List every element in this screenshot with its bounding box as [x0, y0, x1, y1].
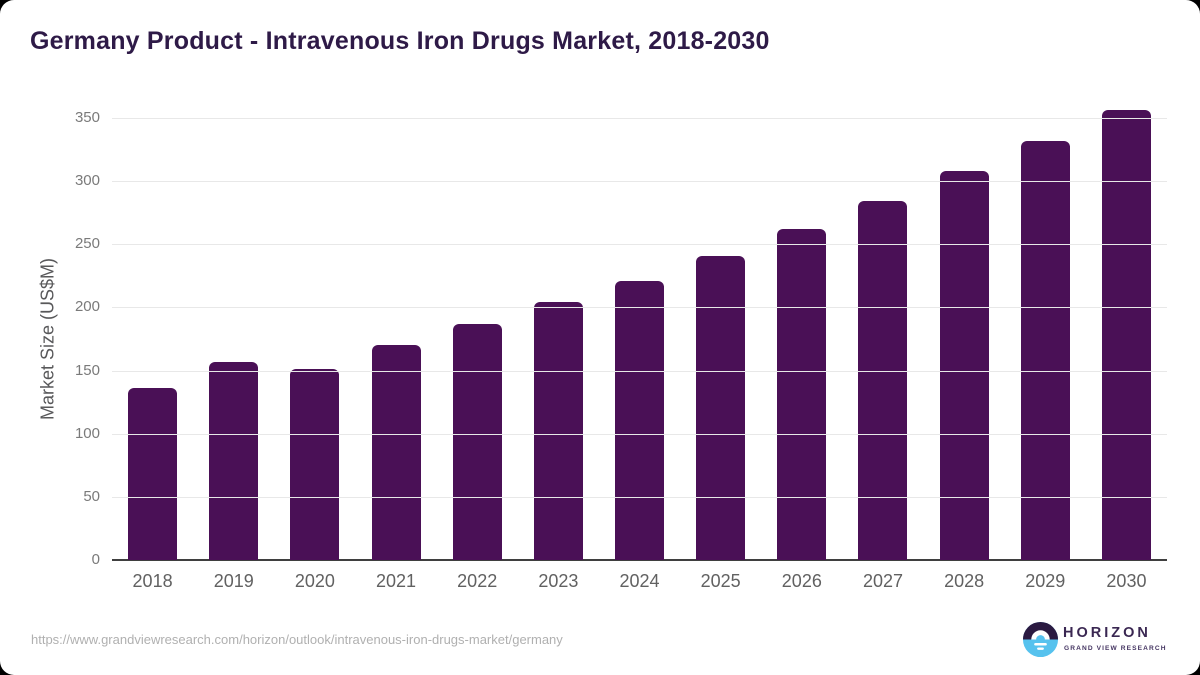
gridline-250: [112, 244, 1167, 246]
bar-2026: [777, 229, 827, 560]
gridline-350: [112, 118, 1167, 119]
bar-2029: [1020, 140, 1070, 560]
gridline-100: [112, 433, 1167, 435]
plot-area: [112, 110, 1167, 561]
bar-series: [112, 110, 1167, 560]
bar-slot-2024: [599, 118, 680, 560]
bar-slot-2029: [1005, 118, 1086, 560]
bar-slot-2020: [274, 118, 355, 560]
bar-2021: [371, 345, 421, 560]
bar-slot-2023: [518, 118, 599, 560]
horizon-logo-icon: [1022, 621, 1059, 658]
x-tick-label-2022: 2022: [457, 571, 498, 591]
x-axis-labels: 2018 2019 2020 2021 2022 2023 2024 2025 2026 2027…: [112, 571, 1167, 592]
y-tick-label-300: 300: [74, 172, 100, 190]
x-axis-line: [112, 559, 1167, 561]
bar-2018: [128, 388, 178, 560]
bar-slot-2022: [437, 118, 518, 560]
x-tick-label-2030: 2030: [1106, 571, 1147, 591]
y-tick-label-200: 200: [74, 298, 100, 316]
bar-2025: [696, 255, 746, 560]
x-tick-label-2023: 2023: [538, 571, 579, 591]
gridline-50: [112, 496, 1167, 498]
y-tick-label-250: 250: [74, 235, 100, 253]
bar-2020: [290, 369, 340, 560]
x-tick-label-2020: 2020: [294, 571, 335, 591]
x-tick-label-2018: 2018: [132, 571, 173, 591]
bar-2030: [1101, 110, 1151, 560]
bar-slot-2028: [924, 118, 1005, 560]
x-tick-label-2028: 2028: [944, 571, 985, 591]
y-tick-label-350: 350: [74, 109, 100, 126]
logo-title: HORIZON: [1063, 625, 1151, 641]
gridline-150: [112, 370, 1167, 372]
x-tick-label-2021: 2021: [376, 571, 417, 591]
bar-slot-2018: [112, 118, 193, 560]
logo-subtitle: GRAND VIEW RESEARCH: [1064, 645, 1167, 652]
x-tick-label-2027: 2027: [862, 571, 903, 591]
bar-slot-2027: [842, 118, 923, 560]
bar-2024: [615, 280, 665, 560]
y-tick-label-50: 50: [83, 487, 100, 505]
bar-2019: [209, 361, 259, 560]
bar-slot-2026: [761, 118, 842, 560]
horizon-logo: HORIZON GRAND VIEW RESEARCH: [1022, 621, 1172, 661]
y-tick-label-0: 0: [91, 551, 100, 568]
bar-2028: [939, 171, 989, 560]
y-tick-label-150: 150: [74, 361, 100, 379]
bar-2027: [858, 201, 908, 560]
bar-2022: [452, 323, 502, 560]
x-tick-label-2026: 2026: [781, 571, 822, 591]
bar-slot-2025: [680, 118, 761, 560]
x-tick-label-2019: 2019: [213, 571, 254, 591]
y-axis-title: Market Size (US$M): [37, 257, 58, 421]
x-tick-label-2025: 2025: [700, 571, 741, 591]
bar-slot-2021: [355, 118, 436, 560]
bar-slot-2030: [1086, 110, 1167, 560]
y-tick-label-100: 100: [74, 424, 100, 442]
bar-slot-2019: [193, 118, 274, 560]
gridline-300: [112, 181, 1167, 183]
source-url: https://www.grandviewresearch.com/horizo…: [31, 632, 563, 647]
chart-title: Germany Product - Intravenous Iron Drugs…: [30, 27, 770, 55]
bar-2023: [533, 302, 583, 560]
x-tick-label-2024: 2024: [619, 571, 660, 591]
x-tick-label-2029: 2029: [1025, 571, 1066, 591]
gridline-200: [112, 307, 1167, 309]
